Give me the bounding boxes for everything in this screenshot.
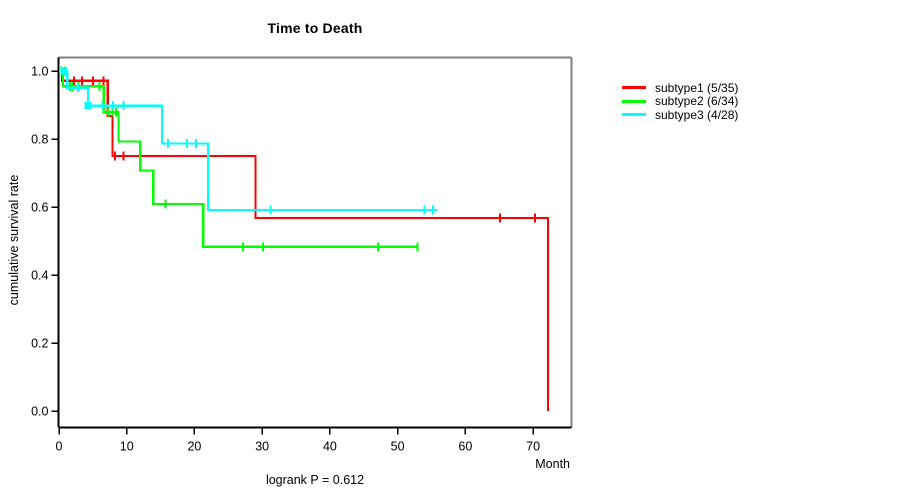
y-tick-label: 0.2 xyxy=(31,337,48,351)
censor-mark xyxy=(498,213,501,223)
curve-path-subtype1 xyxy=(59,69,550,411)
censor-mark xyxy=(112,101,115,111)
x-axis-label: Month xyxy=(535,457,570,471)
censor-mark xyxy=(114,107,117,117)
censor-mark xyxy=(72,76,75,86)
y-tick-label: 0.0 xyxy=(31,405,48,419)
y-axis-label: cumulative survival rate xyxy=(7,174,21,306)
y-axis-ticks: 0.0 0.2 0.4 0.6 0.8 1.0 xyxy=(31,65,59,419)
x-axis-ticks: 0 10 20 30 40 50 60 70 xyxy=(56,427,540,454)
y-tick-label: 0.4 xyxy=(31,269,48,283)
x-tick-label: 30 xyxy=(255,440,269,454)
censor-mark xyxy=(122,151,125,161)
x-tick-label: 40 xyxy=(323,440,337,454)
survival-curve-subtype3 xyxy=(59,67,437,215)
curve-path-subtype3 xyxy=(59,69,437,212)
censor-mark xyxy=(423,205,426,215)
censor-mark xyxy=(101,101,104,111)
censor-mark xyxy=(98,81,101,91)
legend-swatch-subtype1-icon xyxy=(622,86,646,90)
censor-mark xyxy=(106,107,109,117)
censor-mark xyxy=(102,76,105,86)
censor-square-mark xyxy=(60,67,68,75)
censor-square-mark xyxy=(84,102,92,110)
legend: subtype1 (5/35) subtype2 (6/34) subtype3… xyxy=(622,81,738,122)
x-tick-label: 20 xyxy=(187,440,201,454)
censor-mark xyxy=(431,205,434,215)
censor-mark xyxy=(68,81,71,91)
plot-box xyxy=(57,56,573,429)
legend-label-subtype2: subtype2 (6/34) xyxy=(655,94,739,109)
censor-mark xyxy=(71,81,74,91)
x-tick-label: 10 xyxy=(120,440,134,454)
censor-mark xyxy=(242,242,245,252)
x-tick-label: 70 xyxy=(526,440,540,454)
censor-mark xyxy=(376,242,379,252)
legend-label-subtype3: subtype3 (4/28) xyxy=(655,107,739,122)
censor-mark xyxy=(76,83,79,93)
censor-mark xyxy=(269,205,272,215)
logrank-p-annotation: logrank P = 0.612 xyxy=(265,473,365,487)
y-tick-label: 0.8 xyxy=(31,133,48,147)
legend-swatch-subtype2-icon xyxy=(622,99,646,103)
legend-swatch-subtype3-icon xyxy=(622,113,646,117)
curve-path-subtype2 xyxy=(59,69,418,248)
legend-item-subtype3: subtype3 (4/28) xyxy=(622,108,738,122)
y-tick-label: 1.0 xyxy=(31,65,48,79)
censor-mark xyxy=(186,138,189,148)
legend-item-subtype2: subtype2 (6/34) xyxy=(622,94,739,109)
censor-mark xyxy=(416,242,419,252)
chart-title: Time to Death xyxy=(267,20,363,36)
legend-label-subtype1: subtype1 (5/35) xyxy=(655,80,739,95)
censor-mark xyxy=(194,138,197,148)
censor-mark xyxy=(164,199,167,209)
survival-curve-subtype1 xyxy=(59,69,550,411)
survival-curve-subtype2 xyxy=(59,66,419,252)
legend-item-subtype1: subtype1 (5/35) xyxy=(622,81,738,95)
censor-mark xyxy=(122,101,125,111)
censor-mark xyxy=(167,138,170,148)
censor-mark xyxy=(81,76,84,86)
censor-mark xyxy=(91,76,94,86)
censor-mark xyxy=(111,107,114,117)
censor-mark xyxy=(534,213,537,223)
censor-mark xyxy=(261,242,264,252)
censor-mark xyxy=(114,151,117,161)
x-tick-label: 60 xyxy=(458,440,472,454)
x-tick-label: 0 xyxy=(56,440,63,454)
y-tick-label: 0.6 xyxy=(31,201,48,215)
x-tick-label: 50 xyxy=(391,440,405,454)
